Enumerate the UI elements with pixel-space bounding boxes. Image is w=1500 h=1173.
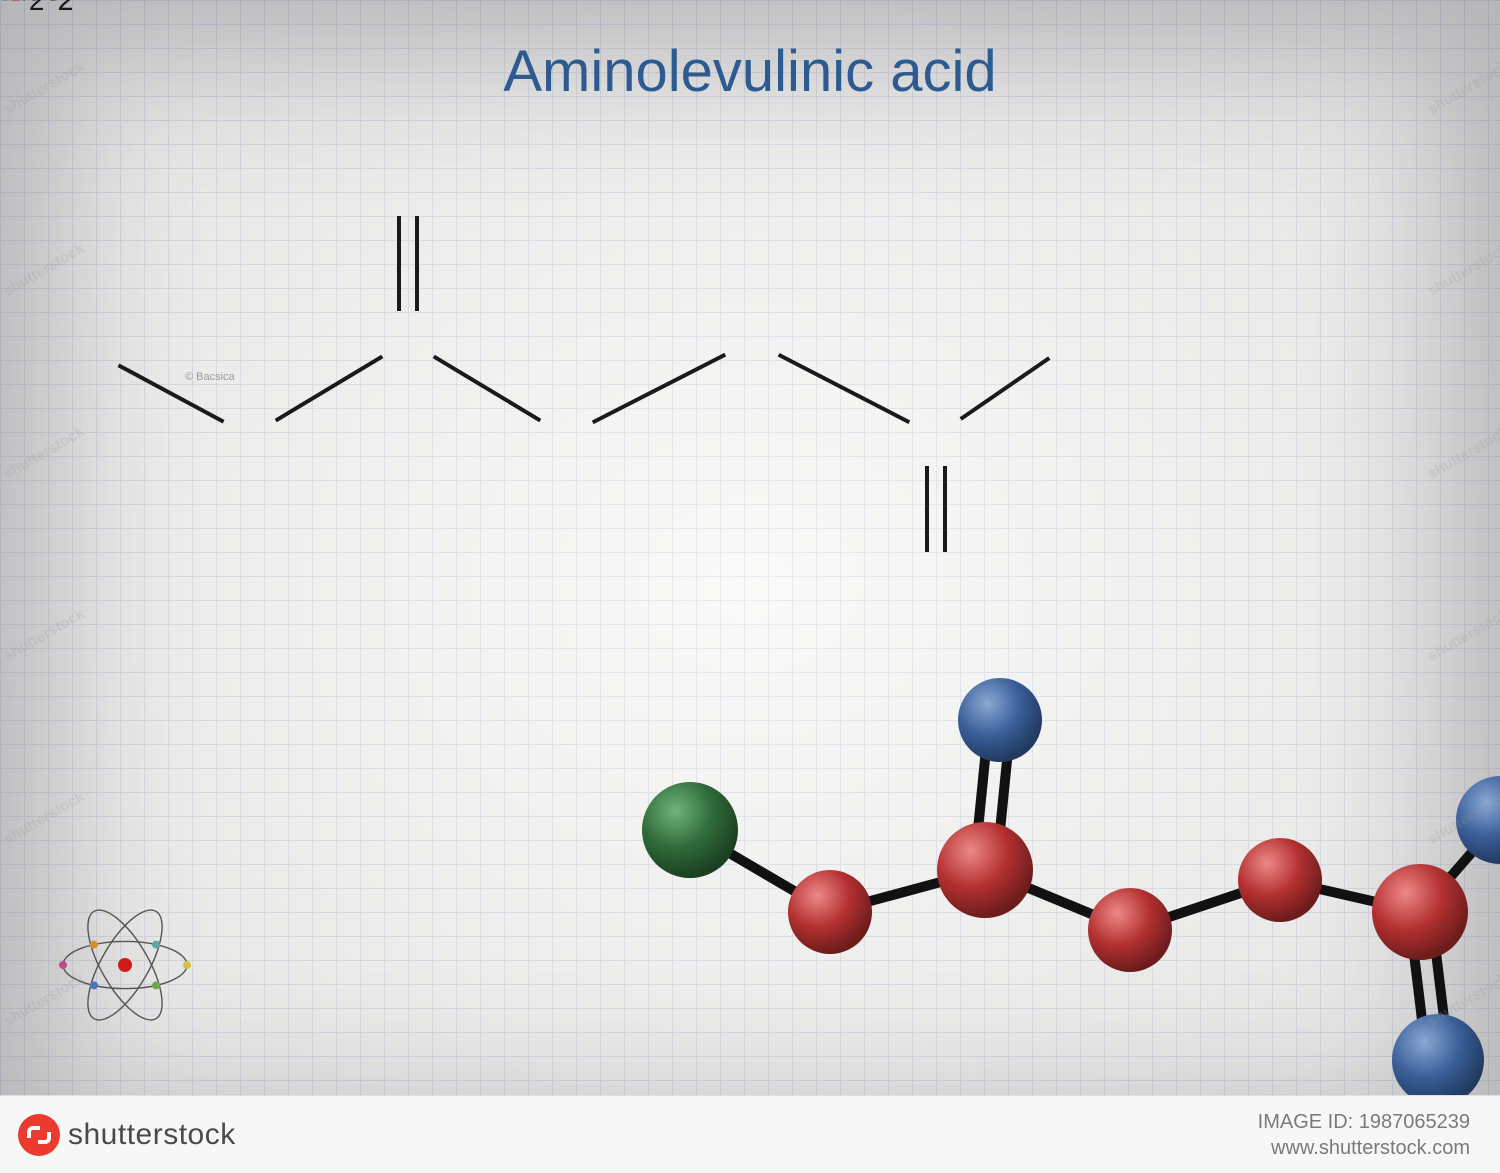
atom-c3: [1088, 888, 1172, 972]
atom-c4: [1238, 838, 1322, 922]
structural-formula: H2 NCH2 COCH2 CH2 COOH: [0, 0, 1049, 552]
atom-logo-icon: [59, 900, 191, 1031]
atom-o2: [1456, 776, 1500, 864]
atom-n: [642, 782, 738, 878]
shutterstock-logo-icon: [18, 1114, 60, 1156]
artist-credit: © Bacsica: [185, 371, 236, 383]
site-url: www.shutterstock.com: [1258, 1135, 1470, 1161]
atom-o1: [958, 678, 1042, 762]
shutterstock-wordmark: shutterstock: [68, 1118, 236, 1152]
shutterstock-logo: shutterstock: [18, 1114, 236, 1156]
atom-o3: [1392, 1014, 1484, 1106]
image-id: IMAGE ID: 1987065239: [1258, 1109, 1470, 1135]
ball-stick-model: [642, 678, 1500, 1106]
watermark-meta: IMAGE ID: 1987065239 www.shutterstock.co…: [1258, 1109, 1470, 1161]
atom-c1: [788, 870, 872, 954]
atom-label-oh: OH: [0, 0, 60, 9]
atom-c5: [1372, 864, 1468, 960]
watermark-bar: shutterstock IMAGE ID: 1987065239 www.sh…: [0, 1095, 1500, 1173]
atom-c2: [937, 822, 1033, 918]
diagram-canvas: H2 NCH2 COCH2 CH2 COOH © Bacsica: [0, 0, 1500, 1173]
